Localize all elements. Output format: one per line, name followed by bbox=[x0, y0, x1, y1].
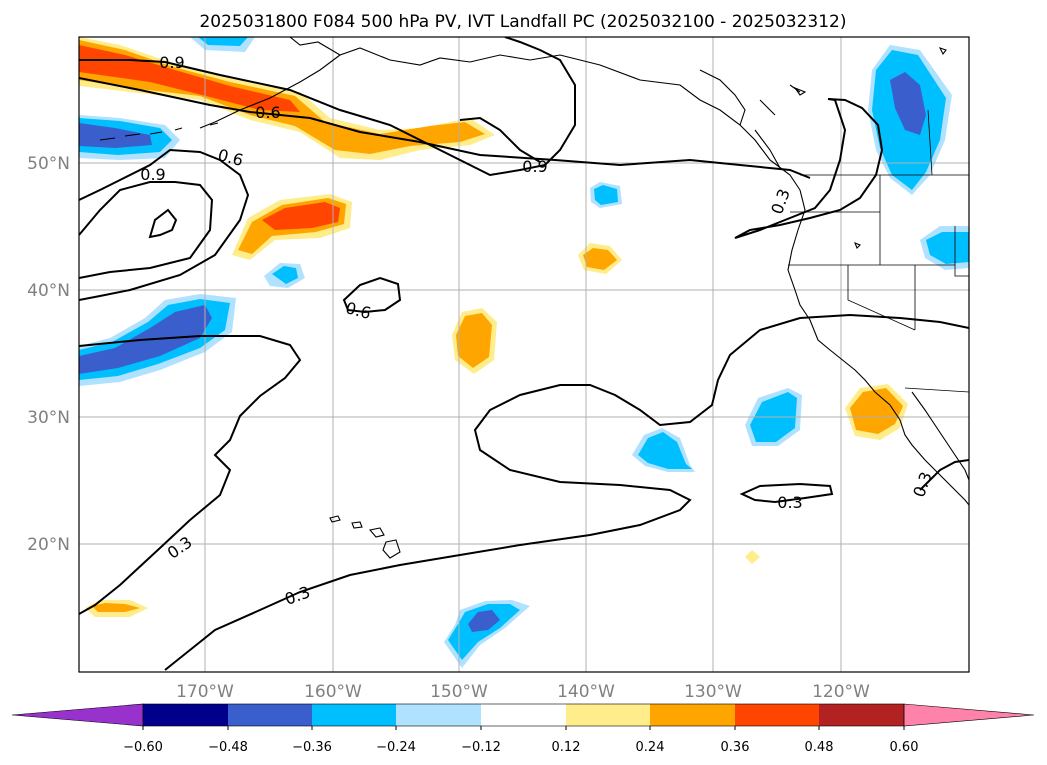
shaded-regions bbox=[79, 37, 969, 668]
positive-shading-blob-southwest-core bbox=[92, 603, 140, 612]
us-mexico-border bbox=[904, 387, 969, 393]
lat-label-30n: 30°N bbox=[27, 408, 70, 428]
contour-0.3-southeast bbox=[919, 459, 969, 491]
us-west-coastline bbox=[787, 189, 969, 506]
colorbar-frame bbox=[142, 703, 905, 727]
colorbar-tick-label: 0.12 bbox=[552, 740, 581, 755]
coastlines bbox=[99, 37, 969, 559]
hawaii-islands bbox=[329, 515, 401, 559]
contour-labels: 0.9 0.6 0.6 0.9 0.9 0.6 0.3 0.3 0.3 0.3 … bbox=[140, 53, 936, 609]
lon-label-160w: 160°W bbox=[304, 682, 362, 702]
lon-label-170w: 170°W bbox=[176, 682, 234, 702]
pv-contours bbox=[79, 37, 969, 671]
contour-0.9-north bbox=[79, 37, 576, 177]
negative-shading-small-b-core bbox=[594, 185, 618, 205]
colorbar-tick-labels: −0.60 −0.48 −0.36 −0.24 −0.12 0.12 0.24 … bbox=[123, 740, 918, 755]
colorbar-segment bbox=[481, 704, 566, 726]
colorbar-segment bbox=[566, 704, 650, 726]
alaska-coastline bbox=[289, 37, 801, 191]
colorbar-segment bbox=[228, 704, 312, 726]
contour-label: 0.9 bbox=[140, 165, 165, 184]
lon-label-120w: 120°W bbox=[812, 682, 870, 702]
colorbar-tick-label: −0.60 bbox=[123, 740, 163, 755]
colorbar-tick-label: −0.48 bbox=[208, 740, 248, 755]
contour-label: 0.3 bbox=[777, 493, 802, 512]
negative-shading-east-a-core bbox=[638, 432, 692, 469]
colorbar-tick-label: −0.24 bbox=[376, 740, 416, 755]
lat-label-20n: 20°N bbox=[27, 535, 70, 555]
latitude-labels: 50°N 40°N 30°N 20°N bbox=[27, 154, 70, 555]
lon-label-150w: 150°W bbox=[430, 682, 488, 702]
positive-shading-band-north-peak bbox=[79, 45, 300, 112]
colorbar-extend-low bbox=[11, 703, 144, 727]
contour-0.9-small-loop bbox=[148, 208, 178, 239]
negative-shading-northeast-peak bbox=[890, 72, 926, 135]
colorbar-segment bbox=[735, 704, 819, 726]
contour-0.3-west bbox=[79, 335, 302, 615]
contour-label: 0.9 bbox=[159, 53, 184, 72]
alaska-peninsula bbox=[199, 54, 341, 129]
contour-0.6-blob bbox=[342, 276, 402, 314]
negative-shading-small-a-core bbox=[272, 266, 298, 284]
negative-shading-east-edge-core bbox=[926, 232, 969, 264]
positive-shading-blob-gulf-peak bbox=[262, 202, 340, 230]
map-frame bbox=[78, 36, 970, 673]
positive-shading-blob-subtropic-core bbox=[456, 313, 492, 368]
colorbar-segment bbox=[819, 704, 904, 726]
bc-islands bbox=[699, 69, 801, 169]
colorbar-tick-label: 0.36 bbox=[721, 740, 750, 755]
canada-province-border bbox=[927, 109, 933, 176]
colorbar-tick-label: 0.24 bbox=[636, 740, 665, 755]
negative-shading-northwest-peak bbox=[79, 123, 152, 148]
colorbar bbox=[11, 703, 1035, 730]
colorbar-tick-label: −0.36 bbox=[292, 740, 332, 755]
contour-0.6-north bbox=[79, 77, 811, 179]
positive-shading-blob-mid-core bbox=[583, 248, 617, 270]
colorbar-tick-label: −0.12 bbox=[461, 740, 501, 755]
contour-label: 0.6 bbox=[255, 103, 280, 122]
negative-shading-south-peak bbox=[468, 610, 500, 632]
contour-0.6-gulf bbox=[79, 181, 214, 279]
graticule bbox=[79, 37, 969, 672]
lon-label-140w: 140°W bbox=[557, 682, 615, 702]
small-island-a bbox=[793, 86, 807, 96]
map-area: 0.9 0.6 0.6 0.9 0.9 0.6 0.3 0.3 0.3 0.3 … bbox=[79, 37, 969, 672]
contour-0.3-east-small bbox=[739, 482, 834, 504]
colorbar-tick-label: 0.48 bbox=[805, 740, 834, 755]
contour-label: 0.9 bbox=[522, 157, 547, 176]
contour-0.3-northeast bbox=[734, 98, 884, 239]
lat-label-50n: 50°N bbox=[27, 154, 70, 174]
state-border-ca-nv bbox=[847, 265, 916, 331]
colorbar-tick-label: 0.60 bbox=[890, 740, 919, 755]
baja-gulf-coastline bbox=[911, 391, 969, 481]
colorbar-segment bbox=[312, 704, 396, 726]
colorbar-extend-high bbox=[903, 703, 1035, 727]
contour-0.9-loop-east bbox=[459, 116, 541, 163]
contour-0.6-west bbox=[79, 148, 250, 301]
negative-shading-top-core bbox=[198, 37, 248, 46]
lon-label-130w: 130°W bbox=[684, 682, 742, 702]
positive-shading-blob-baja-core bbox=[850, 388, 903, 434]
colorbar-segment bbox=[650, 704, 735, 726]
longitude-labels: 170°W 160°W 150°W 140°W 130°W 120°W bbox=[176, 682, 870, 702]
positive-shading-dot-south bbox=[745, 550, 760, 564]
lat-label-40n: 40°N bbox=[27, 281, 70, 301]
contour-0.3-central bbox=[164, 313, 969, 671]
positive-shading-band-north-core bbox=[79, 40, 485, 154]
small-island-c bbox=[854, 242, 861, 249]
colorbar-segment bbox=[143, 704, 228, 726]
colorbar-segment bbox=[396, 704, 481, 726]
figure-title: 2025031800 F084 500 hPa PV, IVT Landfall… bbox=[199, 12, 846, 32]
negative-shading-south-core bbox=[448, 604, 520, 660]
small-island-b bbox=[938, 47, 947, 56]
aleutian-islands bbox=[99, 122, 219, 141]
state-border-az bbox=[954, 226, 969, 277]
political-borders bbox=[788, 109, 969, 393]
